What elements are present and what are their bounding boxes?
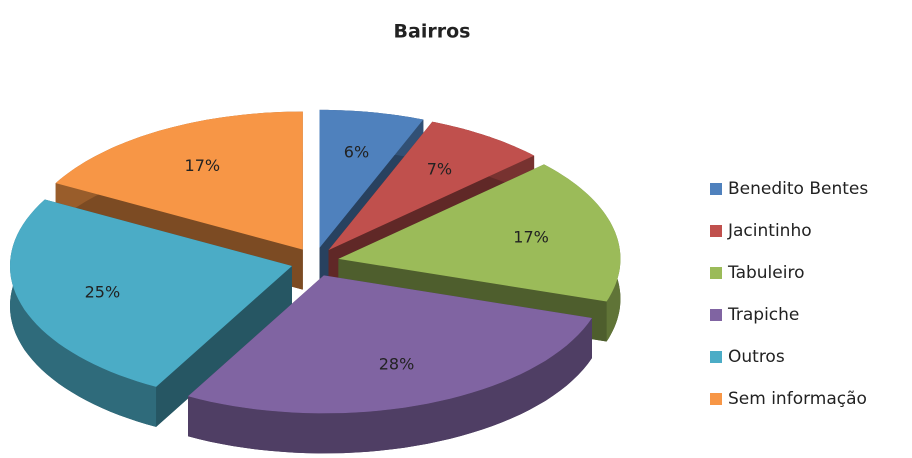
slice-top [188, 275, 592, 414]
slice-top [10, 199, 292, 387]
slice-top [55, 111, 303, 250]
chart-title: Bairros [394, 21, 471, 43]
legend-label: Jacintinho [727, 221, 812, 241]
legend-swatch [710, 393, 722, 405]
slice-top [328, 121, 535, 251]
data-label: 28% [379, 355, 415, 374]
slice [10, 199, 292, 427]
legend-swatch [710, 225, 722, 237]
legend-label: Outros [728, 347, 785, 367]
slice-side [10, 199, 157, 427]
data-label: 6% [344, 142, 369, 161]
slice-side [188, 318, 592, 454]
legend-swatch [710, 351, 722, 363]
data-label: 25% [85, 282, 121, 301]
legend-label: Benedito Bentes [728, 179, 868, 199]
data-label: 17% [185, 156, 221, 175]
legend-swatch [710, 267, 722, 279]
legend-label: Trapiche [727, 305, 799, 325]
slice-top [338, 164, 621, 302]
legend-label: Sem informação [728, 389, 867, 409]
slice-wall [156, 266, 292, 427]
legend-swatch [710, 309, 722, 321]
slice-top [319, 109, 424, 248]
data-label: 17% [513, 227, 549, 246]
legend-swatch [710, 183, 722, 195]
data-label: 7% [427, 160, 452, 179]
slice [188, 275, 592, 454]
legend-label: Tabuleiro [727, 263, 804, 283]
